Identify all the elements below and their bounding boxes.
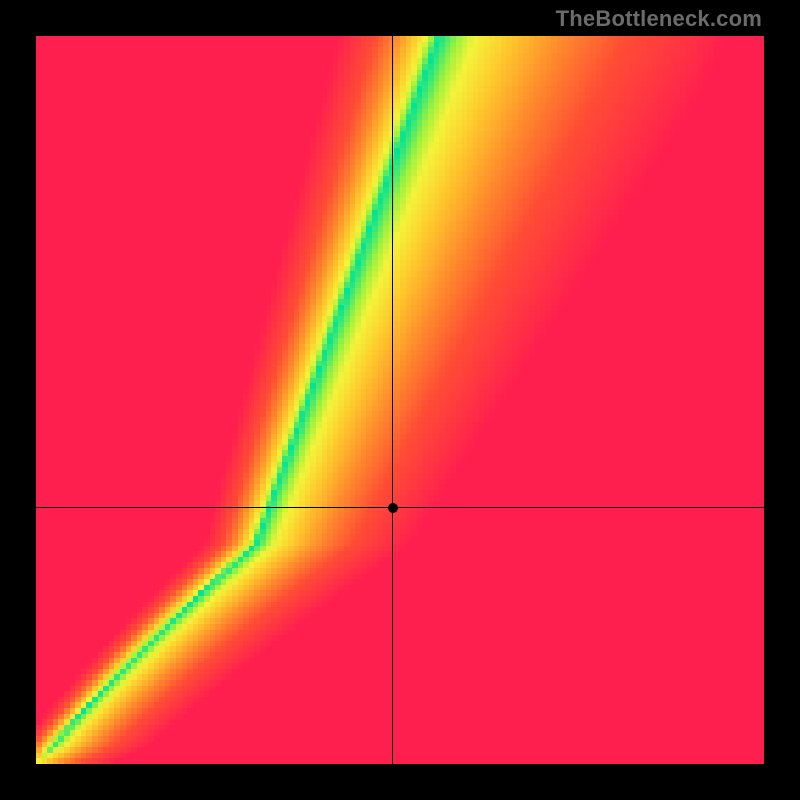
heatmap-canvas: [36, 36, 764, 764]
crosshair-horizontal-line: [36, 507, 764, 508]
heatmap-plot-area: [36, 36, 764, 764]
crosshair-vertical-line: [392, 36, 393, 764]
chart-frame: TheBottleneck.com: [0, 0, 800, 800]
crosshair-marker-dot: [388, 503, 398, 513]
watermark-text: TheBottleneck.com: [556, 6, 762, 32]
